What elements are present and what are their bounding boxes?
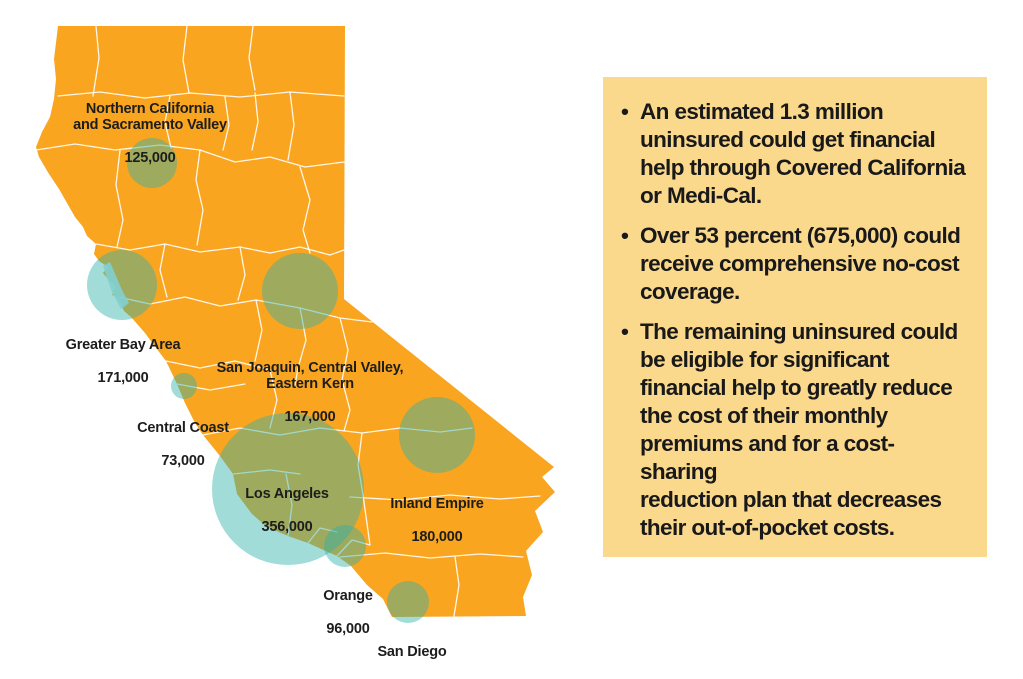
region-value: 167,000 [284, 409, 336, 425]
bubble-central-coast [171, 373, 197, 399]
region-value: 125,000 [124, 150, 176, 166]
bullet-no-cost-coverage: Over 53 percent (675,000) could receive … [621, 222, 971, 306]
region-label-san-diego: San Diego 98,000 [377, 627, 446, 679]
bubble-northern-california [127, 138, 177, 188]
california-state-shape [36, 26, 555, 617]
region-value: 356,000 [261, 518, 313, 535]
bubble-orange [324, 525, 366, 567]
region-label-inland-empire: Inland Empire 180,000 [390, 479, 483, 562]
region-label-san-joaquin: San Joaquin, Central Valley, Eastern Ker… [217, 343, 404, 442]
region-name: San Joaquin, Central Valley, Eastern Ker… [216, 359, 404, 393]
california-map [36, 26, 555, 623]
info-panel: An estimated 1.3 million uninsured could… [603, 77, 987, 557]
region-name: Northern California and Sacramento Valle… [73, 100, 227, 134]
region-value: 96,000 [326, 620, 370, 637]
region-value: 98,000 [377, 677, 446, 679]
sf-bay-water [103, 262, 129, 309]
bullet-financial-help: An estimated 1.3 million uninsured could… [621, 98, 971, 210]
bullet-list: An estimated 1.3 million uninsured could… [621, 98, 971, 542]
bubble-greater-bay-area [87, 250, 157, 320]
region-label-los-angeles: Los Angeles 356,000 [245, 469, 329, 552]
region-name: Orange [323, 587, 373, 604]
region-name: Central Coast [137, 419, 229, 436]
region-name: Greater Bay Area [65, 336, 181, 353]
bubble-san-joaquin [262, 253, 338, 329]
region-label-northern-california: Northern California and Sacramento Valle… [73, 84, 227, 183]
region-name: San Diego [377, 643, 447, 660]
bubble-inland-empire [399, 397, 475, 473]
bullet-remaining-uninsured: The remaining uninsured could be eligibl… [621, 318, 971, 542]
region-value: 171,000 [97, 369, 149, 386]
region-value: 180,000 [411, 528, 463, 545]
region-bubbles [87, 138, 475, 623]
region-name: Inland Empire [390, 495, 484, 512]
region-label-greater-bay-area: Greater Bay Area 171,000 [66, 320, 181, 403]
county-borders [36, 26, 541, 617]
region-label-orange: Orange 96,000 [323, 571, 373, 654]
region-name: Los Angeles [245, 485, 329, 502]
bubble-san-diego [387, 581, 429, 623]
region-label-central-coast: Central Coast 73,000 [137, 403, 229, 486]
bubble-los-angeles [212, 413, 364, 565]
region-value: 73,000 [161, 452, 205, 469]
